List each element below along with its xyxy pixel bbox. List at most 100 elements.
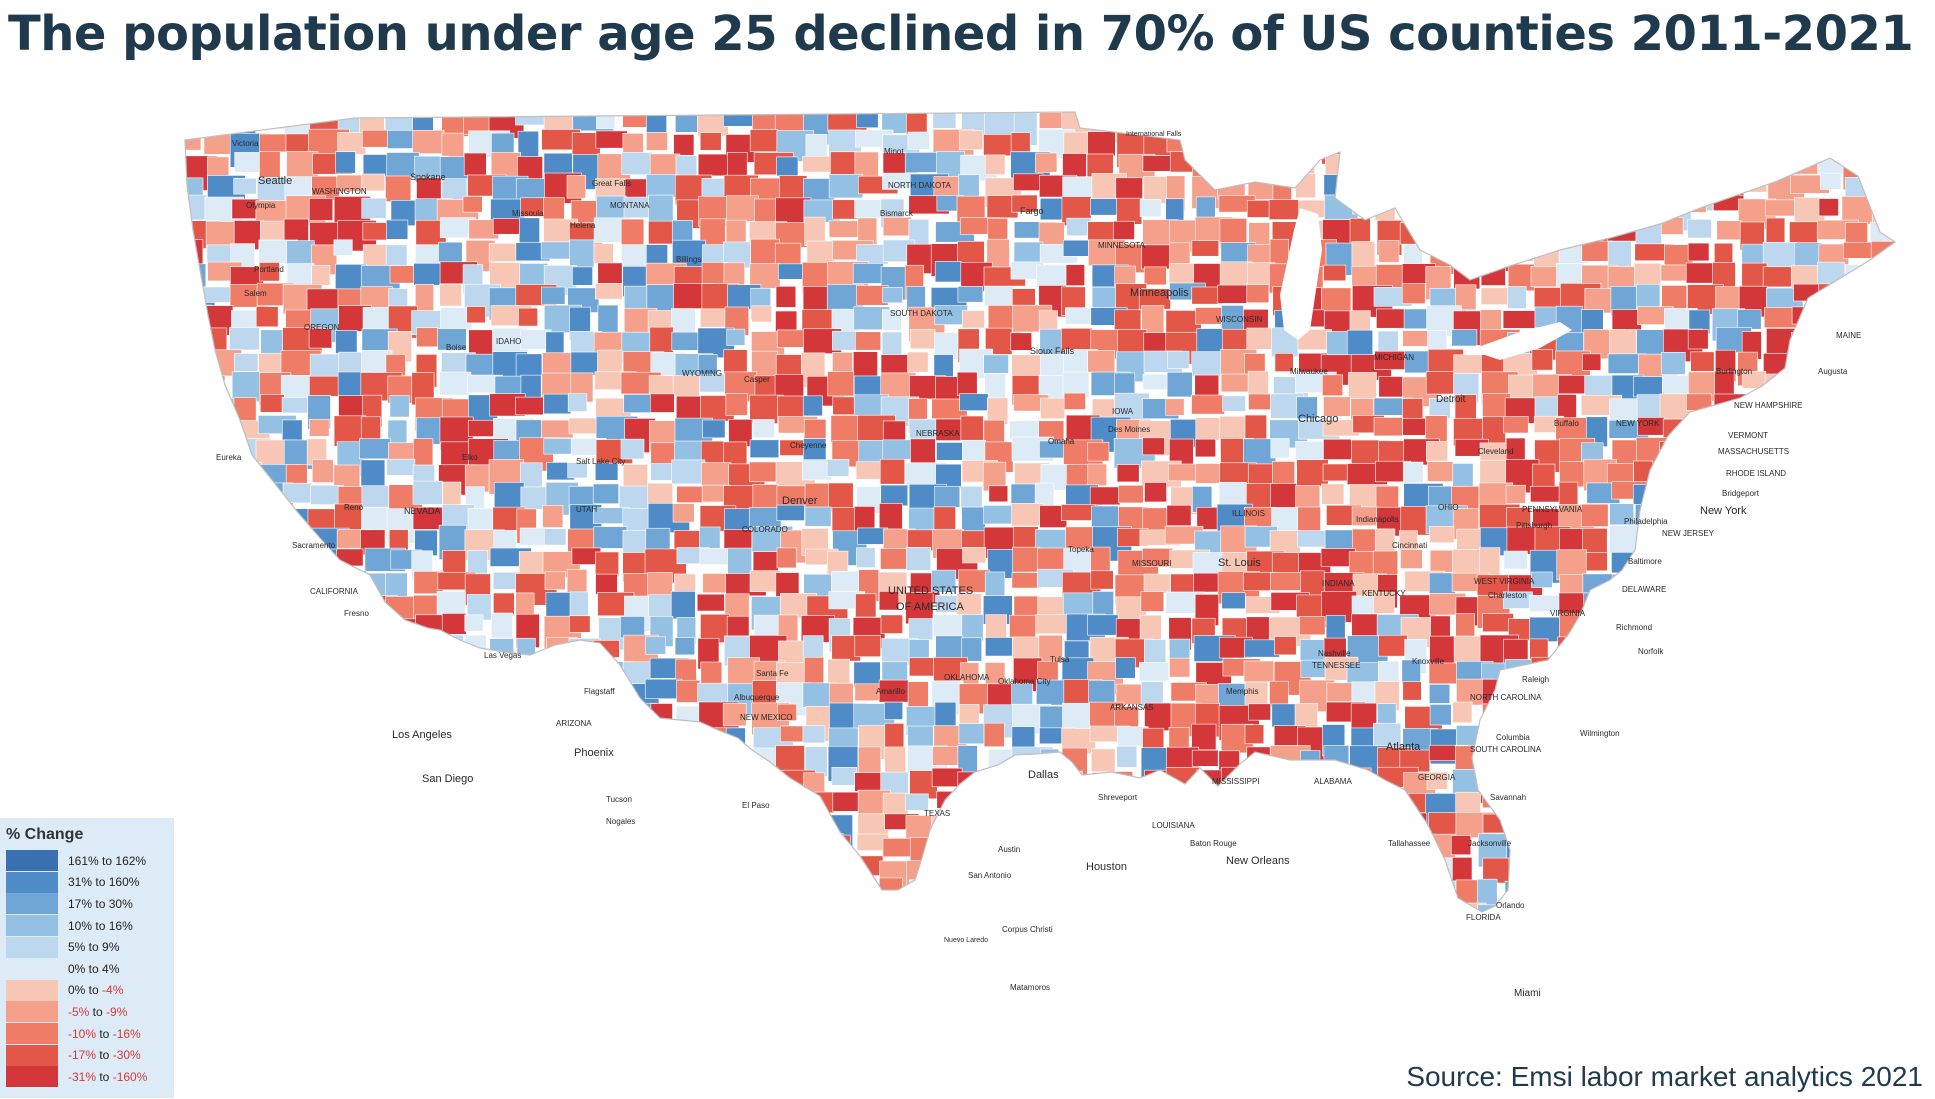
county-cell[interactable] bbox=[308, 198, 334, 221]
county-cell[interactable] bbox=[333, 239, 353, 256]
county-cell[interactable] bbox=[1871, 151, 1904, 168]
county-cell[interactable] bbox=[777, 703, 797, 721]
county-cell[interactable] bbox=[1638, 901, 1661, 932]
county-cell[interactable] bbox=[1246, 200, 1271, 218]
county-cell[interactable] bbox=[1324, 111, 1367, 141]
county-cell[interactable] bbox=[182, 419, 223, 437]
county-cell[interactable] bbox=[1169, 657, 1191, 678]
county-cell[interactable] bbox=[463, 682, 500, 712]
county-cell[interactable] bbox=[936, 790, 978, 809]
county-cell[interactable] bbox=[1714, 900, 1746, 924]
county-cell[interactable] bbox=[1791, 901, 1826, 928]
county-cell[interactable] bbox=[1789, 551, 1820, 585]
county-cell[interactable] bbox=[1897, 331, 1923, 350]
county-cell[interactable] bbox=[360, 748, 393, 783]
county-cell[interactable] bbox=[1816, 440, 1856, 460]
county-cell[interactable] bbox=[753, 766, 779, 794]
county-cell[interactable] bbox=[1009, 859, 1048, 891]
county-cell[interactable] bbox=[490, 657, 525, 682]
county-cell[interactable] bbox=[1507, 240, 1534, 262]
county-cell[interactable] bbox=[750, 238, 780, 266]
county-cell[interactable] bbox=[1246, 284, 1270, 303]
county-cell[interactable] bbox=[1374, 199, 1396, 221]
county-cell[interactable] bbox=[1559, 857, 1582, 878]
county-cell[interactable] bbox=[1688, 132, 1710, 167]
county-cell[interactable] bbox=[1529, 902, 1557, 930]
county-cell[interactable] bbox=[1373, 417, 1403, 437]
county-cell[interactable] bbox=[569, 838, 609, 869]
county-cell[interactable] bbox=[1737, 309, 1762, 330]
county-cell[interactable] bbox=[1687, 702, 1710, 736]
county-cell[interactable] bbox=[1248, 132, 1284, 150]
county-cell[interactable] bbox=[284, 549, 305, 578]
county-cell[interactable] bbox=[623, 724, 645, 754]
county-cell[interactable] bbox=[1321, 811, 1353, 833]
county-cell[interactable] bbox=[1586, 772, 1627, 792]
county-cell[interactable] bbox=[1324, 194, 1359, 220]
county-cell[interactable] bbox=[1712, 725, 1736, 759]
county-cell[interactable] bbox=[984, 286, 1014, 306]
county-cell[interactable] bbox=[961, 877, 985, 907]
county-cell[interactable] bbox=[442, 903, 471, 934]
county-cell[interactable] bbox=[1066, 217, 1092, 237]
county-cell[interactable] bbox=[1583, 902, 1617, 921]
county-cell[interactable] bbox=[1557, 903, 1585, 933]
county-cell[interactable] bbox=[338, 879, 379, 906]
county-cell[interactable] bbox=[699, 747, 736, 782]
county-cell[interactable] bbox=[1687, 329, 1709, 350]
county-cell[interactable] bbox=[698, 772, 738, 797]
county-cell[interactable] bbox=[984, 154, 1006, 175]
county-cell[interactable] bbox=[389, 679, 429, 707]
county-cell[interactable] bbox=[1766, 812, 1801, 838]
county-cell[interactable] bbox=[1114, 878, 1134, 900]
county-cell[interactable] bbox=[831, 767, 858, 786]
county-cell[interactable] bbox=[335, 704, 374, 721]
county-cell[interactable] bbox=[961, 614, 984, 642]
county-cell[interactable] bbox=[1165, 766, 1201, 788]
county-cell[interactable] bbox=[672, 816, 711, 847]
county-cell[interactable] bbox=[233, 353, 259, 372]
county-cell[interactable] bbox=[1869, 108, 1895, 138]
county-cell[interactable] bbox=[1089, 486, 1121, 506]
county-cell[interactable] bbox=[1222, 395, 1246, 412]
county-cell[interactable] bbox=[672, 749, 695, 784]
county-cell[interactable] bbox=[1716, 572, 1753, 590]
county-cell[interactable] bbox=[1271, 901, 1295, 934]
county-cell[interactable] bbox=[778, 859, 814, 886]
county-cell[interactable] bbox=[1296, 396, 1318, 419]
county-cell[interactable] bbox=[256, 701, 279, 722]
county-cell[interactable] bbox=[1898, 175, 1935, 206]
county-cell[interactable] bbox=[1714, 746, 1746, 765]
county-cell[interactable] bbox=[1352, 791, 1376, 822]
county-cell[interactable] bbox=[1404, 154, 1431, 189]
county-cell[interactable] bbox=[1817, 155, 1847, 175]
county-cell[interactable] bbox=[1684, 814, 1723, 836]
county-cell[interactable] bbox=[594, 462, 619, 481]
county-cell[interactable] bbox=[1768, 748, 1799, 774]
county-cell[interactable] bbox=[1687, 661, 1720, 680]
county-cell[interactable] bbox=[439, 634, 464, 660]
county-cell[interactable] bbox=[1820, 549, 1854, 572]
county-cell[interactable] bbox=[1897, 749, 1935, 781]
county-cell[interactable] bbox=[441, 858, 477, 887]
county-cell[interactable] bbox=[1715, 657, 1757, 681]
county-cell[interactable] bbox=[1660, 617, 1698, 642]
county-cell[interactable] bbox=[283, 747, 306, 775]
county-cell[interactable] bbox=[884, 723, 905, 750]
county-cell[interactable] bbox=[234, 680, 270, 716]
county-cell[interactable] bbox=[517, 680, 548, 717]
county-cell[interactable] bbox=[932, 614, 964, 638]
county-cell[interactable] bbox=[700, 794, 729, 825]
county-cell[interactable] bbox=[204, 418, 227, 439]
county-cell[interactable] bbox=[1818, 747, 1862, 772]
county-cell[interactable] bbox=[415, 833, 443, 861]
county-cell[interactable] bbox=[987, 218, 1008, 243]
county-cell[interactable] bbox=[593, 526, 628, 549]
county-cell[interactable] bbox=[1820, 131, 1858, 163]
county-cell[interactable] bbox=[1480, 261, 1506, 286]
county-cell[interactable] bbox=[749, 263, 781, 289]
county-cell[interactable] bbox=[182, 746, 205, 771]
county-cell[interactable] bbox=[1768, 133, 1805, 162]
county-cell[interactable] bbox=[1740, 594, 1762, 617]
county-cell[interactable] bbox=[281, 790, 309, 812]
